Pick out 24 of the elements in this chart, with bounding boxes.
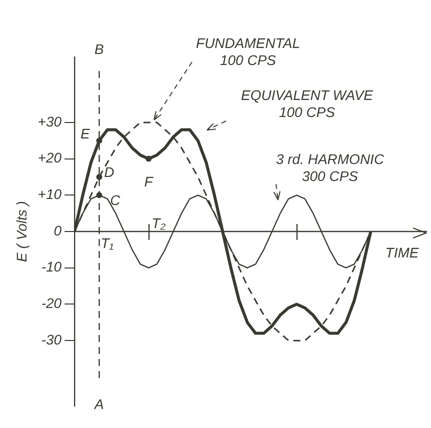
annotation: T₁ bbox=[100, 234, 114, 251]
annotation: T₂ bbox=[152, 214, 166, 231]
y-tick-label: +20 bbox=[38, 150, 62, 166]
annotation: D bbox=[104, 164, 114, 180]
annotation: C bbox=[110, 192, 122, 208]
text: B bbox=[94, 40, 104, 57]
annotation: E bbox=[80, 126, 91, 142]
y-tick-label: +10 bbox=[38, 186, 62, 202]
annotation: A bbox=[94, 396, 104, 412]
point bbox=[96, 138, 102, 144]
y-tick-label: -30 bbox=[41, 331, 62, 348]
point bbox=[96, 174, 102, 180]
point bbox=[96, 192, 102, 198]
point bbox=[146, 156, 152, 162]
text: FUNDAMENTAL 100 CPS bbox=[196, 34, 300, 68]
y-tick-label: 0 bbox=[54, 222, 62, 238]
annotation: F bbox=[144, 174, 154, 190]
y-tick-label: -10 bbox=[41, 258, 62, 275]
y-tick-label: +30 bbox=[38, 113, 62, 130]
y-axis-title: E ( Volts ) bbox=[13, 201, 30, 262]
text: EQUIVALENT WAVE 100 CPS bbox=[240, 86, 374, 120]
series-label: 3 rd. HARMONIC 300 CPS bbox=[276, 150, 385, 184]
y-tick-label: -20 bbox=[41, 295, 62, 312]
x-axis-title: TIME bbox=[385, 244, 420, 260]
